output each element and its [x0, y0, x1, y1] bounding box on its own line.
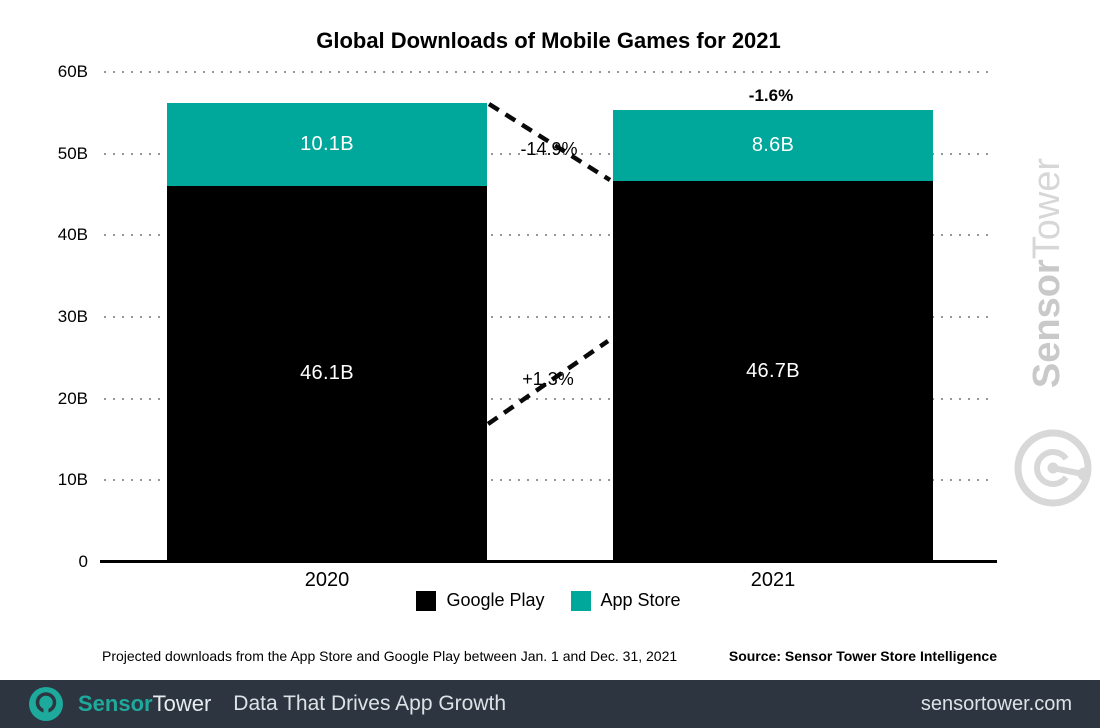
legend-label: App Store	[600, 590, 681, 610]
legend-item-google-play: Google Play	[416, 590, 545, 611]
chart-title: Global Downloads of Mobile Games for 202…	[316, 28, 781, 53]
footer-brand-light: Tower	[152, 691, 212, 716]
y-tick-label-20B: 20B	[57, 388, 88, 408]
bar-segment-google-play-2020: 46.1B	[167, 185, 487, 562]
footer-brand-bold: Sensor	[78, 691, 153, 716]
y-tick-label-30B: 30B	[57, 307, 88, 326]
legend-swatch-app-store	[570, 590, 591, 611]
gridline-10B	[104, 479, 995, 482]
bar-segment-app-store-2020: 10.1B	[167, 103, 487, 186]
watermark-brand-bold: Sensor	[1025, 259, 1068, 389]
bar-value-label: 46.7B	[746, 359, 800, 382]
footer-url: sensortower.com	[920, 692, 1072, 715]
annotation-google-play-change: +1.3%	[522, 369, 574, 389]
footer-tagline: Data That Drives App Growth	[233, 692, 507, 715]
footer-wordmark: SensorTower	[78, 691, 211, 717]
x-axis-label-2021: 2021	[750, 569, 796, 591]
bar-value-label: 8.6B	[751, 133, 795, 156]
bar-value-label: 46.1B	[300, 362, 354, 385]
y-tick-label-40B: 40B	[57, 225, 88, 245]
brand-footer: SensorTower Data That Drives App Growth …	[0, 680, 1100, 728]
annotation-total-change: -1.6%	[748, 86, 794, 105]
y-tick-label-50B: 50B	[57, 143, 88, 163]
legend-swatch-google-play	[416, 590, 437, 611]
sensor-tower-logo-icon	[29, 687, 63, 721]
bar-segment-app-store-2021: 8.6B	[613, 110, 933, 181]
y-tick-label-60B: 60B	[57, 62, 88, 81]
watermark-wordmark: Sensor Tower	[1025, 123, 1068, 423]
x-axis-label-2020: 2020	[304, 569, 350, 591]
bar-segment-google-play-2021: 46.7B	[613, 180, 933, 562]
bar-value-label: 10.1B	[300, 132, 354, 155]
gridline-40B	[104, 234, 995, 237]
gridline-60B	[104, 71, 995, 73]
chart-footnote: Projected downloads from the App Store a…	[102, 648, 678, 664]
gridline-30B	[104, 316, 995, 318]
y-tick-label-0: 0	[78, 552, 88, 571]
legend-item-app-store: App Store	[570, 590, 681, 611]
watermark-brand-light: Tower	[1025, 157, 1068, 260]
annotation-app-store-change: -14.9%	[520, 139, 578, 159]
x-axis-line	[100, 560, 997, 563]
y-tick-label-10B: 10B	[57, 470, 88, 490]
chart-legend: Google Play App Store	[100, 590, 997, 611]
legend-label: Google Play	[446, 590, 545, 610]
sensor-tower-watermark-icon	[1014, 429, 1092, 507]
chart-source: Source: Sensor Tower Store Intelligence	[728, 648, 997, 664]
